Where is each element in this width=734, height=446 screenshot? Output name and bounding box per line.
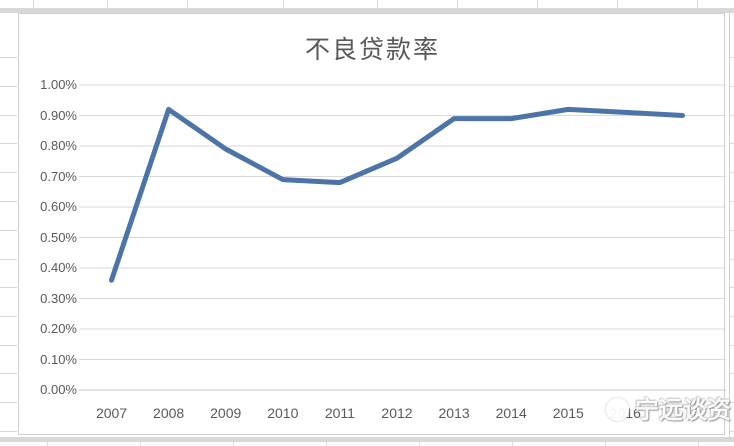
y-axis-tick-label: 1.00% (40, 77, 77, 92)
line-chart-plot (79, 84, 726, 391)
y-axis-tick-label: 0.30% (40, 290, 77, 306)
sheet-gridline (730, 115, 734, 116)
sheet-gridline (419, 442, 420, 446)
y-axis-tick-label: 0.70% (40, 168, 77, 184)
sheet-gridline (730, 402, 734, 403)
sheet-gridline (33, 0, 34, 8)
sheet-gridline (0, 57, 17, 58)
x-axis-tick-label: 2012 (381, 405, 413, 421)
sheet-gridline (698, 442, 699, 446)
x-axis-tick-label: 2009 (210, 405, 242, 421)
sheet-gridline (730, 172, 734, 173)
y-axis-tick-label: 0.50% (40, 229, 77, 245)
y-axis-tick-label: 0.90% (40, 107, 77, 123)
sheet-gridline (47, 442, 48, 446)
x-axis-tick-label: 2014 (495, 405, 527, 421)
sheet-gridline (730, 143, 734, 144)
sheet-gridline (730, 373, 734, 374)
sheet-gridline (0, 86, 17, 87)
sheet-gridline (283, 0, 284, 8)
x-axis-tick-label: 2010 (267, 405, 299, 421)
watermark-text: 宁远谈资 (635, 397, 731, 424)
sheet-gridline (0, 373, 17, 374)
y-axis-tick-label: 0.00% (40, 382, 77, 397)
watermark-logo-circle (606, 398, 629, 421)
y-axis-tick-label: 0.80% (40, 138, 77, 153)
sheet-gridline (0, 402, 17, 403)
y-axis-tick-label: 0.60% (40, 199, 77, 214)
sheet-gridline (0, 143, 17, 144)
sheet-gridline (730, 259, 734, 260)
sheet-gridline (0, 230, 17, 231)
x-axis-tick-label: 2008 (153, 405, 185, 421)
sheet-gridline (730, 230, 734, 231)
sheet-gridline (0, 115, 17, 116)
sheet-gridline (537, 0, 538, 8)
sheet-row-border-bottom (0, 437, 734, 442)
sheet-gridline (730, 57, 734, 58)
sheet-gridline (0, 172, 17, 173)
x-axis-tick-label: 2013 (438, 405, 470, 421)
sheet-gridline (730, 431, 734, 432)
y-axis-tick-label: 0.10% (40, 351, 77, 367)
sheet-gridline (0, 431, 17, 432)
sheet-row-border-top (0, 8, 734, 13)
sheet-gridline (0, 345, 17, 346)
sheet-gridline (605, 442, 606, 446)
sheet-gridline (0, 201, 17, 202)
sheet-gridline (233, 442, 234, 446)
y-axis-tick-label: 0.40% (40, 260, 77, 275)
npl-rate-line-series (109, 106, 685, 283)
sheet-gridline (730, 345, 734, 346)
sheet-gridline (617, 0, 618, 8)
sheet-gridline (697, 0, 698, 8)
sheet-gridline (187, 0, 188, 8)
chart-title: 不良贷款率 (304, 36, 440, 64)
sheet-gridline (0, 316, 17, 317)
sheet-gridline (730, 287, 734, 288)
sheet-gridline (730, 86, 734, 87)
sheet-gridline (512, 442, 513, 446)
x-axis-tick-label: 2007 (95, 405, 128, 421)
sheet-column-border-right (729, 13, 730, 437)
sheet-gridline (730, 201, 734, 202)
sheet-gridline (107, 0, 108, 8)
sheet-gridline (730, 316, 734, 317)
sheet-gridline (0, 259, 17, 260)
x-axis-tick-label: 2015 (552, 405, 584, 421)
sheet-gridline (326, 442, 327, 446)
chart-frame[interactable]: 不良贷款率 1.00% 0.90% 0.80% 0.70% 0.60% 0.50% 0.40… (18, 13, 726, 435)
sheet-gridline (140, 442, 141, 446)
sheet-gridline (377, 0, 378, 8)
sheet-gridline (0, 287, 17, 288)
sheet-gridline (457, 0, 458, 8)
x-axis-tick-label: 2011 (324, 405, 355, 421)
y-axis-tick-label: 0.20% (40, 321, 77, 336)
